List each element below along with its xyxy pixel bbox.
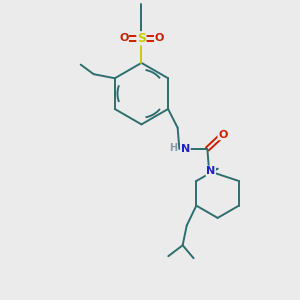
Text: N: N bbox=[206, 166, 215, 176]
Text: N: N bbox=[181, 144, 190, 154]
Text: S: S bbox=[137, 32, 146, 45]
Text: O: O bbox=[218, 130, 227, 140]
Text: O: O bbox=[154, 33, 164, 43]
Text: O: O bbox=[119, 33, 128, 43]
Text: H: H bbox=[169, 143, 177, 153]
